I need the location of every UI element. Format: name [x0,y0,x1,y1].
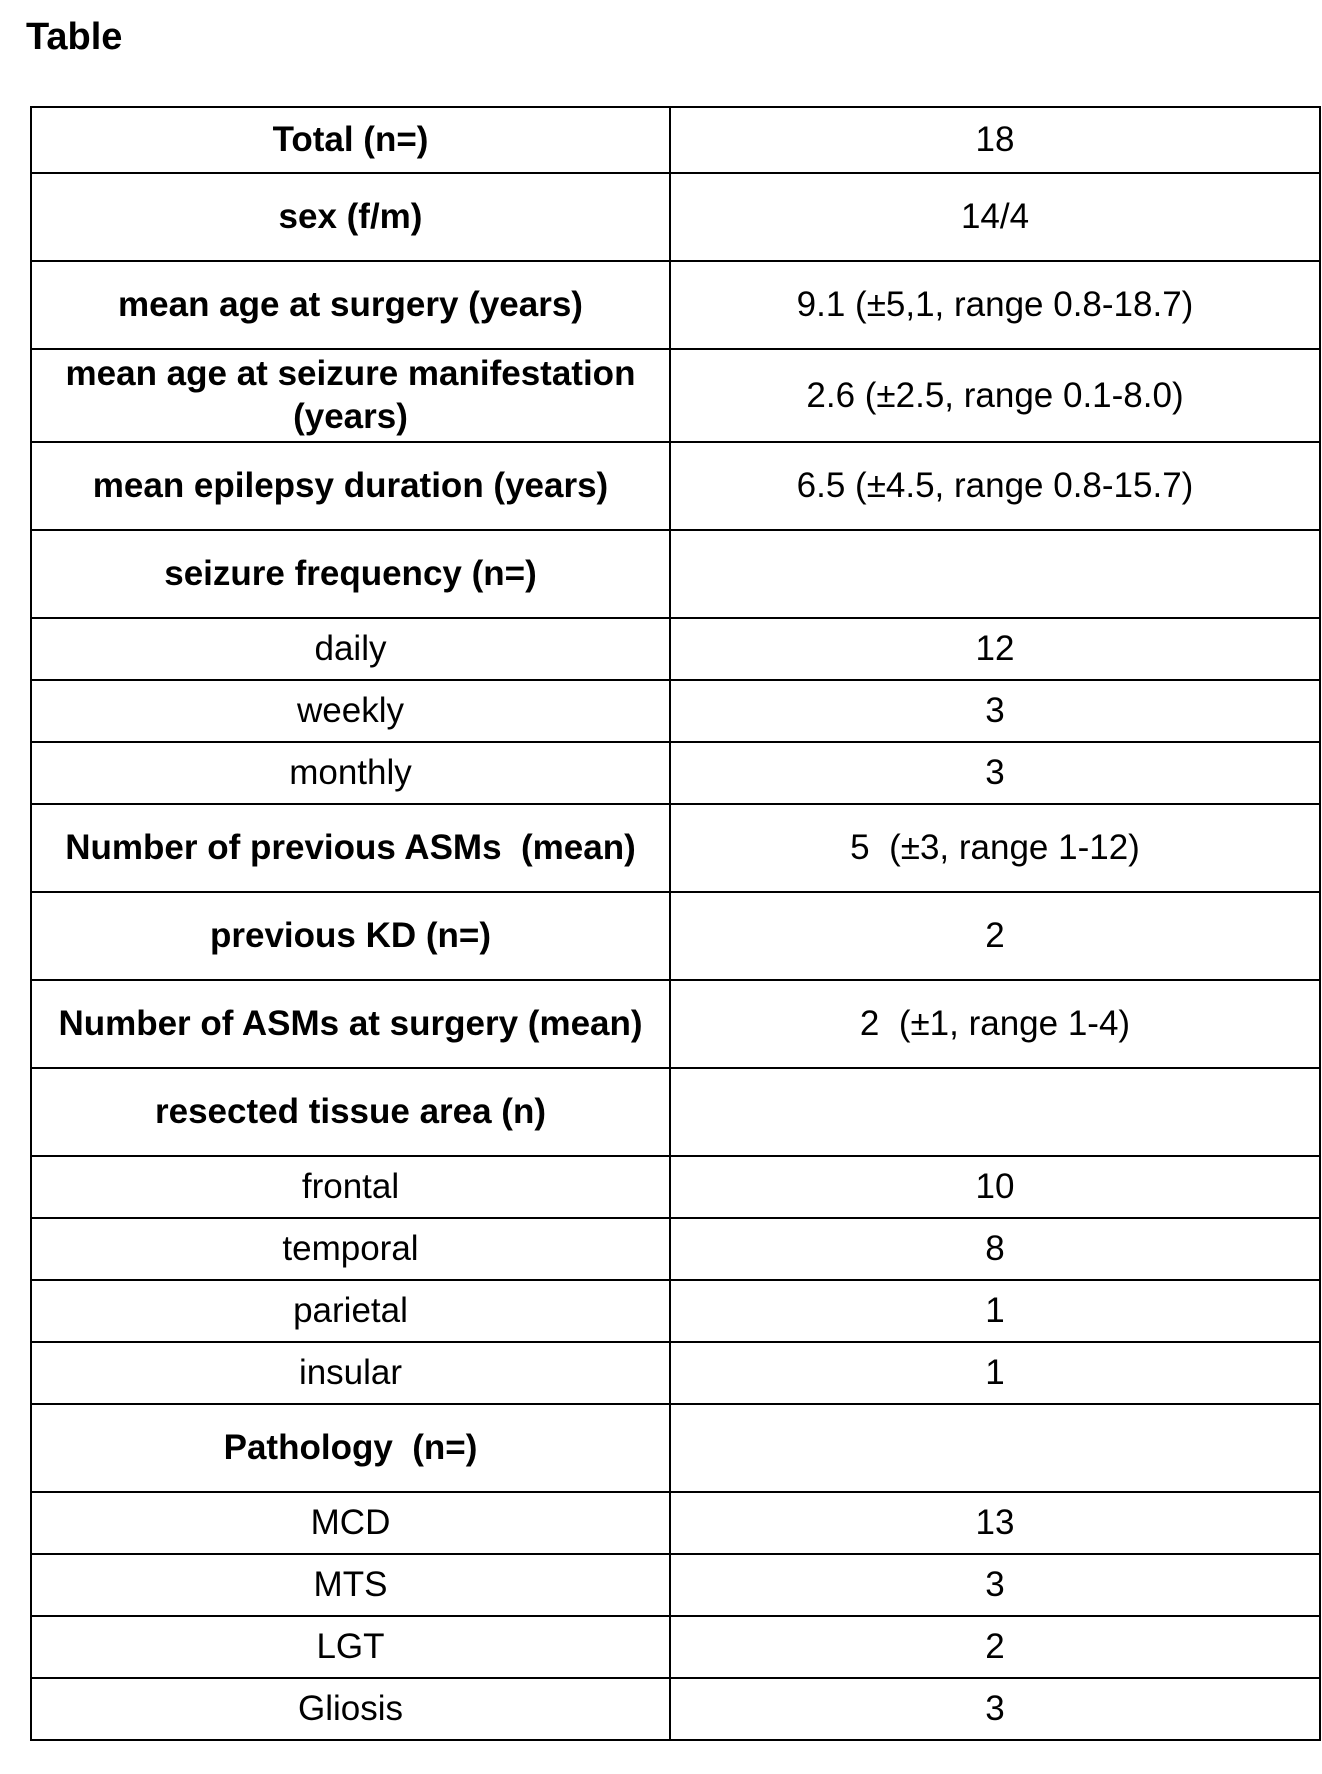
row-label: mean age at seizure manifestation (years… [30,347,671,444]
table-row-parietal: parietal 1 [30,1279,1321,1344]
row-label: seizure frequency (n=) [30,529,671,620]
table-row-mcd: MCD 13 [30,1491,1321,1556]
row-value [669,1403,1321,1494]
table-row-asms-at-surgery: Number of ASMs at surgery (mean) 2 (±1, … [30,979,1321,1070]
table-row-previous-asms: Number of previous ASMs (mean) 5 (±3, ra… [30,803,1321,894]
table-row-mean-age-surgery: mean age at surgery (years) 9.1 (±5,1, r… [30,259,1321,350]
table-row-seizure-frequency: seizure frequency (n=) [30,529,1321,620]
page-title: Table [26,16,123,58]
row-label: insular [30,1341,671,1406]
row-label: MTS [30,1553,671,1618]
row-label: sex (f/m) [30,171,671,262]
table-row-gliosis: Gliosis 3 [30,1677,1321,1742]
table-row-lgt: LGT 2 [30,1615,1321,1680]
row-label: parietal [30,1279,671,1344]
table-row-temporal: temporal 8 [30,1217,1321,1282]
table-row-epilepsy-duration: mean epilepsy duration (years) 6.5 (±4.5… [30,441,1321,532]
table-row-total: Total (n=) 18 [30,105,1321,174]
row-value: 1 [669,1341,1321,1406]
row-label: temporal [30,1217,671,1282]
table-row-weekly: weekly 3 [30,679,1321,744]
row-label: Total (n=) [30,105,671,174]
table-row-mts: MTS 3 [30,1553,1321,1618]
table-body: Total (n=) 18 sex (f/m) 14/4 mean age at… [30,105,1321,1742]
row-label: MCD [30,1491,671,1556]
row-label: Gliosis [30,1677,671,1742]
row-label: monthly [30,741,671,806]
row-value: 3 [669,679,1321,744]
row-value: 2.6 (±2.5, range 0.1-8.0) [669,347,1321,444]
row-value: 3 [669,1553,1321,1618]
row-value: 2 (±1, range 1-4) [669,979,1321,1070]
row-value: 6.5 (±4.5, range 0.8-15.7) [669,441,1321,532]
table-row-insular: insular 1 [30,1341,1321,1406]
table-row-monthly: monthly 3 [30,741,1321,806]
table-row-mean-age-manifestation: mean age at seizure manifestation (years… [30,347,1321,444]
row-value [669,1067,1321,1158]
row-label: frontal [30,1155,671,1220]
row-label: Number of previous ASMs (mean) [30,803,671,894]
row-value: 3 [669,1677,1321,1742]
patient-characteristics-table: Total (n=) 18 sex (f/m) 14/4 mean age at… [30,105,1321,1742]
row-value: 9.1 (±5,1, range 0.8-18.7) [669,259,1321,350]
row-value: 5 (±3, range 1-12) [669,803,1321,894]
row-label: weekly [30,679,671,744]
row-value: 12 [669,617,1321,682]
row-value: 14/4 [669,171,1321,262]
row-label: daily [30,617,671,682]
row-value: 8 [669,1217,1321,1282]
row-value [669,529,1321,620]
table-row-resected-tissue-area: resected tissue area (n) [30,1067,1321,1158]
row-value: 1 [669,1279,1321,1344]
row-value: 10 [669,1155,1321,1220]
row-value: 2 [669,891,1321,982]
table-row-daily: daily 12 [30,617,1321,682]
table-row-sex: sex (f/m) 14/4 [30,171,1321,262]
table-row-pathology: Pathology (n=) [30,1403,1321,1494]
row-label: mean age at surgery (years) [30,259,671,350]
row-label: Number of ASMs at surgery (mean) [30,979,671,1070]
row-value: 3 [669,741,1321,806]
row-label: resected tissue area (n) [30,1067,671,1158]
row-label: Pathology (n=) [30,1403,671,1494]
table-row-previous-kd: previous KD (n=) 2 [30,891,1321,982]
row-value: 13 [669,1491,1321,1556]
row-label: mean epilepsy duration (years) [30,441,671,532]
row-label: previous KD (n=) [30,891,671,982]
row-value: 18 [669,105,1321,174]
row-value: 2 [669,1615,1321,1680]
row-label: LGT [30,1615,671,1680]
table-row-frontal: frontal 10 [30,1155,1321,1220]
